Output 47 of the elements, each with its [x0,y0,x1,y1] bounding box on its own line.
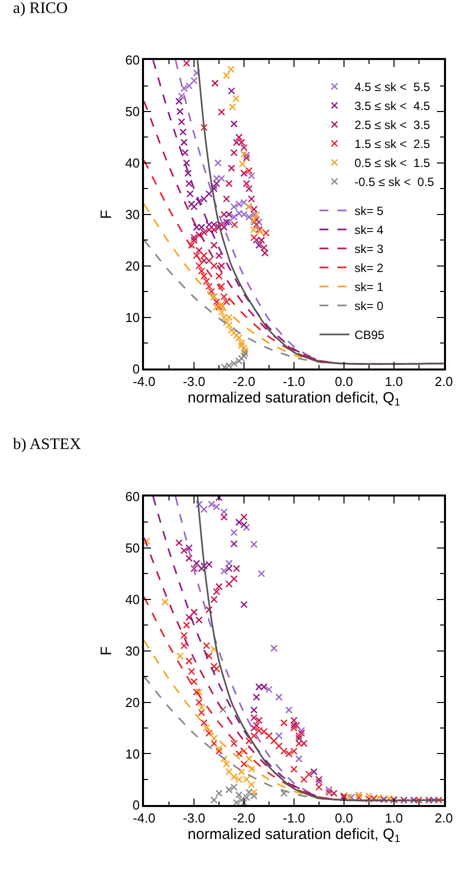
y-tick-label: 0 [132,361,140,376]
y-tick-label: 10 [125,310,140,325]
legend-label: sk= 1 [354,280,384,294]
x-tick-label: 1.0 [384,810,403,826]
x-tick-label: 2.0 [434,810,453,826]
x-tick-label: -3.0 [182,374,206,390]
legend-label: 2.5 ≤ sk < 3.5 [354,118,430,132]
x-tick-label: 0.0 [334,374,353,390]
legend-label: 4.5 ≤ sk < 5.5 [354,80,430,94]
legend-label: 1.5 ≤ sk < 2.5 [354,137,430,152]
y-tick-label: 40 [125,592,140,607]
legend-label: 3.5 ≤ sk < 4.5 [354,99,430,114]
legend-label: sk= 5 [354,204,384,218]
y-tick-label: 30 [125,206,140,222]
y-tick-label: 50 [125,540,140,556]
x-tick-label: -1.0 [282,810,306,826]
x-axis-title: normalized saturation deficit, Q$_{1}$ [188,390,400,409]
x-tick-label: 2.0 [434,374,453,390]
y-tick-label: 0 [132,798,140,813]
y-tick-label: 20 [125,694,140,710]
y-tick-label: 60 [125,489,140,504]
y-tick-label: 40 [125,156,140,171]
legend-label: sk= 2 [354,261,384,276]
x-tick-label: -2.0 [232,374,256,390]
legend-label: 0.5 ≤ sk < 1.5 [354,156,430,170]
x-tick-label: -4.0 [132,810,156,826]
y-tick-label: 20 [125,258,140,274]
chart-title: b) ASTEX [13,436,82,453]
y-tick-label: 60 [125,52,140,68]
x-tick-label: -1.0 [282,374,306,390]
legend-label: CB95 [354,328,385,342]
y-tick-label: 50 [125,104,140,120]
x-tick-label: 1.0 [384,374,403,390]
chart-title: a) RICO [13,0,68,17]
legend-label: -0.5 ≤ sk < 0.5 [354,175,434,190]
x-tick-label: -3.0 [182,810,206,826]
y-tick-label: 10 [125,746,140,762]
legend-label: sk= 4 [354,223,384,238]
x-tick-label: 0.0 [334,810,353,826]
x-axis-title: normalized saturation deficit, Q$_{1}$ [188,826,400,846]
x-tick-label: -4.0 [132,374,156,390]
legend-label: sk= 3 [354,242,384,256]
y-tick-label: 30 [125,643,140,658]
legend-label: sk= 0 [354,299,384,314]
y-axis-title: F [98,646,116,656]
x-tick-label: -2.0 [232,810,256,826]
y-axis-title: F [98,210,116,219]
